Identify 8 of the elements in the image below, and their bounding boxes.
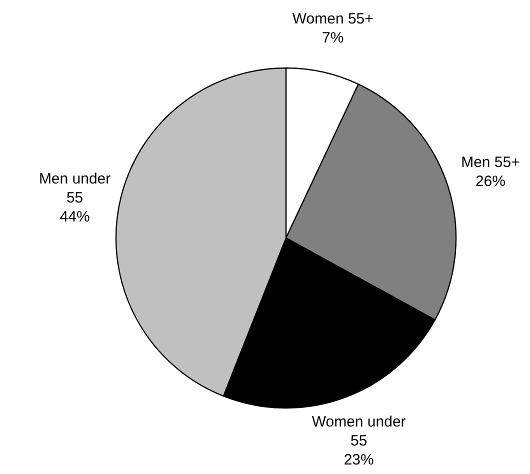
slice-label: Women 55+ — [292, 10, 374, 28]
slice-label: Men under 55 — [38, 170, 111, 206]
data-label: 26% — [475, 172, 506, 190]
slice-label: Men 55+ — [461, 154, 520, 171]
slice-label: Women under 55 — [312, 412, 406, 449]
data-label: 23% — [344, 450, 374, 468]
data-label: 7% — [322, 29, 344, 46]
data-label: 44% — [60, 208, 90, 226]
